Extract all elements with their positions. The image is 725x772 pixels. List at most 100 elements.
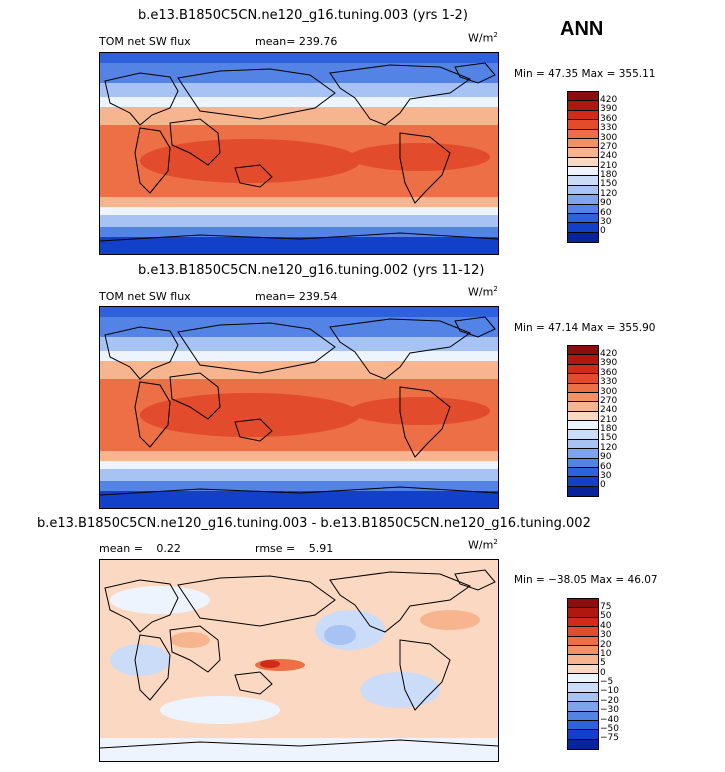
colorbar-tick-label: 330 bbox=[600, 377, 618, 388]
panel3-rmse-label: rmse = bbox=[255, 542, 296, 555]
colorbar-swatch bbox=[568, 608, 598, 618]
units-base: W/m bbox=[468, 285, 494, 299]
colorbar-swatch bbox=[568, 92, 598, 102]
panel1-minmax: Min = 47.35 Max = 355.11 bbox=[514, 68, 655, 80]
colorbar-tick-label: −20 bbox=[600, 695, 619, 706]
units-base: W/m bbox=[468, 31, 494, 45]
colorbar-swatch bbox=[568, 204, 598, 214]
colorbar-tick-label: 40 bbox=[600, 620, 612, 631]
units-exponent: 2 bbox=[493, 285, 498, 293]
colorbar-swatch bbox=[568, 148, 598, 158]
colorbar-swatch bbox=[568, 683, 598, 693]
panel1-min-label: Min = bbox=[514, 68, 545, 80]
panel2-minmax: Min = 47.14 Max = 355.90 bbox=[514, 322, 655, 334]
units-exponent: 2 bbox=[493, 538, 498, 546]
colorbar-swatch bbox=[568, 617, 598, 628]
season-label: ANN bbox=[560, 18, 604, 40]
colorbar-tick-label: 210 bbox=[600, 160, 618, 171]
colorbar-tick-label: 75 bbox=[600, 602, 612, 612]
colorbar-swatch bbox=[568, 101, 598, 111]
colorbar-tick-label: 180 bbox=[600, 170, 618, 180]
colorbar-swatch bbox=[568, 402, 598, 412]
colorbar-tick-label: 240 bbox=[600, 405, 618, 416]
panel1-max-value: 355.11 bbox=[618, 68, 656, 80]
colorbar-swatch bbox=[568, 599, 598, 609]
colorbar-swatch bbox=[568, 421, 598, 431]
panel2-max-value: 355.90 bbox=[618, 322, 656, 334]
colorbar-swatch bbox=[568, 138, 598, 149]
colorbar-swatch bbox=[568, 730, 598, 740]
colorbar-tick-label: 270 bbox=[600, 395, 618, 406]
colorbar-swatch bbox=[568, 167, 598, 177]
colorbar-tick-label: 0 bbox=[600, 667, 606, 678]
colorbar-swatch bbox=[568, 739, 598, 749]
panel2-mean: mean= 239.54 bbox=[255, 290, 337, 303]
colorbar-tick-label: 0 bbox=[600, 480, 606, 491]
colorbar-tick-label: 60 bbox=[600, 461, 612, 472]
colorbar-swatch bbox=[568, 627, 598, 637]
panel3-mean-label: mean = bbox=[99, 542, 143, 555]
colorbar-swatch bbox=[568, 223, 598, 233]
colorbar-swatch bbox=[568, 411, 598, 421]
panel1-title: b.e13.B1850C5CN.ne120_g16.tuning.003 (yr… bbox=[138, 8, 468, 23]
colorbar-swatch bbox=[568, 645, 598, 656]
panel2-variable: TOM net SW flux bbox=[99, 290, 191, 303]
colorbar-swatch bbox=[568, 674, 598, 684]
panel1-mean: mean= 239.76 bbox=[255, 35, 337, 48]
panel1-map bbox=[99, 52, 499, 255]
colorbar-tick-label: −40 bbox=[600, 714, 619, 725]
colorbar-tick-label: 30 bbox=[600, 630, 612, 641]
panel2-min-label: Min = bbox=[514, 322, 545, 334]
colorbar-tick-label: 60 bbox=[600, 207, 612, 218]
colorbar-tick-label: 30 bbox=[600, 216, 612, 227]
colorbar-tick-label: −30 bbox=[600, 705, 619, 716]
colorbar-tick-label: 210 bbox=[600, 414, 618, 425]
colorbar-tick-label: −10 bbox=[600, 686, 619, 697]
colorbar-tick-label: 240 bbox=[600, 151, 618, 162]
colorbar-swatch bbox=[568, 664, 598, 674]
units-base: W/m bbox=[468, 538, 494, 552]
colorbar-swatch bbox=[568, 711, 598, 721]
colorbar-tick-label: −75 bbox=[600, 733, 619, 744]
colorbar-tick-label: 5 bbox=[600, 658, 606, 669]
colorbar-swatch bbox=[568, 655, 598, 665]
colorbar-swatch bbox=[568, 430, 598, 440]
colorbar-tick-label: 330 bbox=[600, 123, 618, 134]
panel3-min-label: Min = bbox=[514, 574, 545, 586]
colorbar-tick-label: 420 bbox=[600, 349, 618, 359]
panel3-max-value: 46.07 bbox=[627, 574, 658, 586]
colorbar-swatch bbox=[568, 232, 598, 242]
colorbar-tick-label: 390 bbox=[600, 104, 618, 115]
colorbar-swatch bbox=[568, 692, 598, 703]
colorbar-swatch bbox=[568, 392, 598, 403]
colorbar-swatch bbox=[568, 213, 598, 224]
colorbar-swatch bbox=[568, 486, 598, 496]
colorbar-tick-label: −5 bbox=[600, 677, 614, 687]
colorbar-tick-label: 90 bbox=[600, 452, 612, 463]
panel3-title: b.e13.B1850C5CN.ne120_g16.tuning.003 - b… bbox=[37, 516, 591, 531]
colorbar-tick-label: 180 bbox=[600, 424, 618, 434]
panel3-mean-value: 0.22 bbox=[156, 542, 181, 555]
panel3-max-label: Max = bbox=[590, 574, 625, 586]
colorbar-swatch bbox=[568, 477, 598, 487]
panel3-minmax: Min = −38.05 Max = 46.07 bbox=[514, 574, 658, 586]
colorbar-tick-label: 360 bbox=[600, 113, 618, 124]
colorbar-swatch bbox=[568, 702, 598, 712]
panel3-map bbox=[99, 559, 499, 762]
panel3-mean: mean = 0.22 bbox=[99, 542, 181, 555]
panel1-min-value: 47.35 bbox=[548, 68, 579, 80]
panel1-max-label: Max = bbox=[581, 68, 616, 80]
colorbar-swatch bbox=[568, 195, 598, 205]
colorbar-swatch bbox=[568, 355, 598, 365]
panel1-mean-label: mean= bbox=[255, 35, 296, 48]
panel2-units: W/m2 bbox=[468, 285, 498, 299]
colorbar-swatch bbox=[568, 449, 598, 459]
colorbar-tick-label: 270 bbox=[600, 141, 618, 152]
panel1-units: W/m2 bbox=[468, 31, 498, 45]
colorbar-tick-label: 300 bbox=[600, 386, 618, 397]
panel3-units: W/m2 bbox=[468, 538, 498, 552]
panel2-min-value: 47.14 bbox=[548, 322, 579, 334]
units-exponent: 2 bbox=[493, 31, 498, 39]
panel2-mean-value: 239.54 bbox=[298, 290, 338, 303]
panel2-map bbox=[99, 306, 499, 509]
